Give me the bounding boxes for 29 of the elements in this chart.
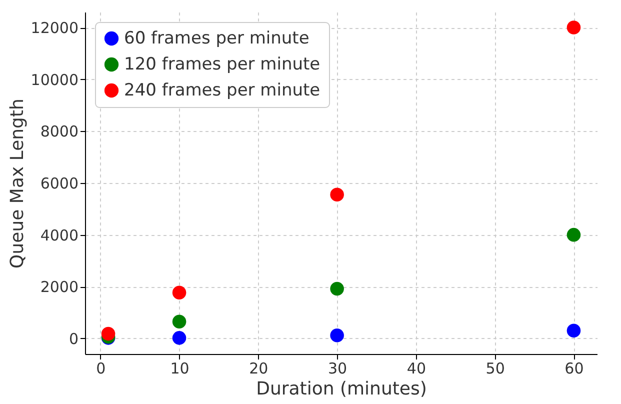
point [566, 228, 581, 242]
point [101, 326, 116, 341]
point [330, 328, 344, 342]
x-tick-label: 60 [564, 360, 584, 378]
x-tick-label: 50 [486, 360, 505, 378]
y-tick-label: 12000 [30, 19, 78, 38]
point [566, 324, 581, 338]
x-tick-label: 0 [96, 360, 106, 378]
y-axis-title: Queue Max Length [6, 98, 28, 268]
x-tick-label: 30 [328, 360, 348, 378]
legend-label: 240 frames per minute [124, 80, 320, 100]
x-tick-label: 40 [406, 360, 426, 378]
y-tick-label: 4000 [40, 226, 78, 244]
x-tick-label: 10 [170, 360, 190, 378]
legend-label: 60 frames per minute [124, 28, 310, 48]
y-tick-label: 8000 [40, 122, 78, 141]
y-tick-label: 0 [68, 330, 78, 348]
point [330, 282, 344, 296]
y-tick-label: 10000 [30, 70, 78, 89]
point [172, 286, 186, 300]
y-tick-label: 2000 [40, 278, 78, 296]
x-axis-title: Duration (minutes) [256, 378, 427, 400]
point [330, 188, 344, 202]
point [172, 331, 186, 345]
point [172, 314, 186, 328]
point [566, 20, 581, 34]
x-tick-label: 20 [249, 360, 268, 378]
y-tick-label: 6000 [40, 174, 78, 192]
legend-label: 120 frames per minute [124, 54, 320, 74]
